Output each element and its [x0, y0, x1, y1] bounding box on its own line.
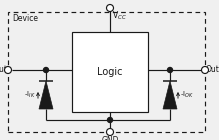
Text: -I$_{IK}$: -I$_{IK}$ — [24, 90, 36, 100]
Text: GND: GND — [101, 136, 119, 140]
Text: V$_{CC}$: V$_{CC}$ — [112, 9, 127, 22]
Circle shape — [168, 67, 173, 73]
Circle shape — [108, 117, 113, 122]
Text: Logic: Logic — [97, 67, 123, 77]
Circle shape — [5, 66, 12, 74]
Text: Input: Input — [0, 66, 7, 74]
Text: -I$_{OK}$: -I$_{OK}$ — [180, 90, 194, 100]
Text: Device: Device — [12, 14, 38, 23]
Circle shape — [201, 66, 208, 74]
Text: Output: Output — [206, 66, 219, 74]
Bar — [8, 12, 205, 132]
Circle shape — [106, 129, 113, 136]
Circle shape — [44, 67, 48, 73]
Circle shape — [106, 4, 113, 11]
Polygon shape — [163, 81, 177, 109]
Polygon shape — [39, 81, 53, 109]
Bar — [72, 32, 148, 112]
